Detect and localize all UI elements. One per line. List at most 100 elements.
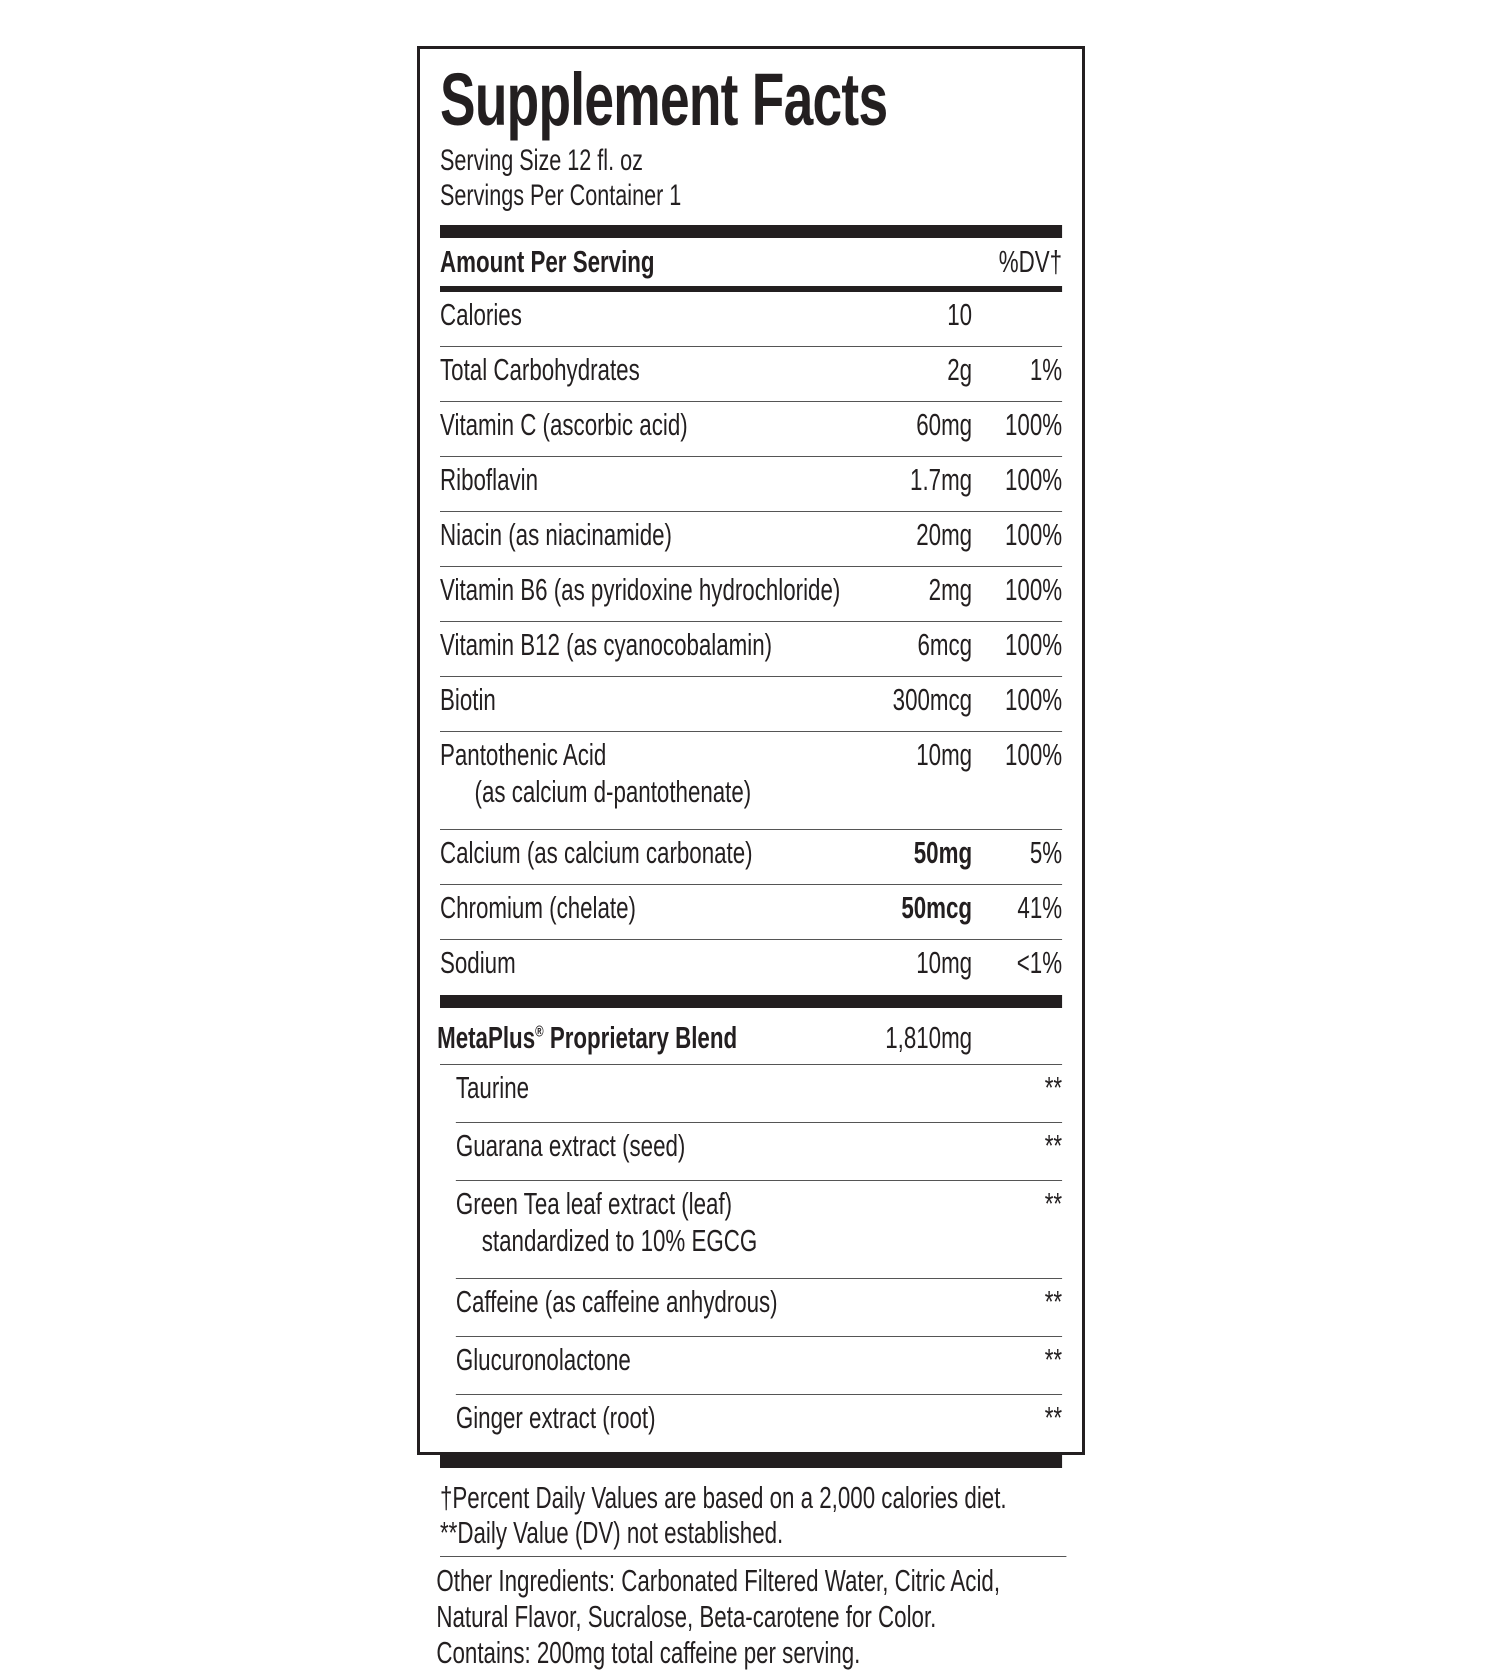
other-ingredients-line: Natural Flavor, Sucralose, Beta-carotene… <box>436 1599 937 1634</box>
nutrient-label: Sodium <box>440 945 516 980</box>
nutrient-sublabel: (as calcium d-pantothenate) <box>474 774 752 809</box>
blend-item-dv: ** <box>1044 1186 1063 1221</box>
blend-item-name: Ginger extract (root) <box>456 1399 972 1436</box>
nutrient-row: Total Carbohydrates 2g 1% <box>440 347 1063 402</box>
nutrient-row: Sodium 10mg <1% <box>440 940 1062 995</box>
nutrient-label: Vitamin C (ascorbic acid) <box>440 407 688 442</box>
nutrient-name: Riboflavin <box>440 461 857 498</box>
nutrient-row: Pantothenic Acid (as calcium d-pantothena… <box>440 732 1063 830</box>
nutrient-row: Vitamin C (ascorbic acid) 60mg 100% <box>440 402 1063 457</box>
nutrient-amount: 1.7mg <box>910 462 973 497</box>
nutrient-dv: 5% <box>1029 835 1063 870</box>
nutrient-dv: 41% <box>1017 890 1063 925</box>
nutrient-dv: 100% <box>1004 737 1063 772</box>
serving-size: Serving Size 12 fl. oz <box>440 144 643 177</box>
nutrient-name: Pantothenic Acid (as calcium d-pantothena… <box>440 736 857 810</box>
nutrient-amount: 2mg <box>928 572 973 607</box>
nutrient-label: Niacin (as niacinamide) <box>440 517 672 552</box>
nutrient-name: Sodium <box>440 944 857 981</box>
footnotes: †Percent Daily Values are based on a 2,0… <box>440 1468 1067 1557</box>
divider-thick <box>440 225 1063 238</box>
nutrient-name: Total Carbohydrates <box>440 351 857 388</box>
nutrient-label: Pantothenic Acid <box>440 737 607 772</box>
blend-item-label: Caffeine (as caffeine anhydrous) <box>455 1284 778 1319</box>
dv-label: %DV† <box>998 244 1063 279</box>
nutrient-dv: 100% <box>1004 627 1063 662</box>
nutrient-amount: 60mg <box>916 407 973 442</box>
blend-item-row: Caffeine (as caffeine anhydrous) ** <box>455 1279 1063 1337</box>
nutrient-dv: 1% <box>1029 352 1063 387</box>
nutrient-dv: 100% <box>1004 572 1063 607</box>
nutrient-row: Vitamin B12 (as cyanocobalamin) 6mcg 100% <box>440 622 1063 677</box>
divider-thick <box>440 995 1063 1008</box>
nutrient-row: Biotin 300mcg 100% <box>440 677 1063 732</box>
other-ingredients: Other Ingredients: Carbonated Filtered W… <box>436 1557 1070 1671</box>
nutrient-row: Calories 10 <box>440 292 1063 347</box>
nutrient-amount: 50mcg <box>901 890 973 925</box>
nutrient-amount: 6mcg <box>917 627 973 662</box>
blend-amount: 1,810mg <box>885 1020 973 1055</box>
nutrient-name: Niacin (as niacinamide) <box>440 516 857 553</box>
nutrient-label: Calories <box>440 297 522 332</box>
nutrient-amount: 10mg <box>916 737 973 772</box>
nutrient-label: Calcium (as calcium carbonate) <box>440 835 753 870</box>
blend-item-label: Glucuronolactone <box>455 1342 631 1377</box>
nutrient-label: Riboflavin <box>440 462 539 497</box>
blend-item-name: Guarana extract (seed) <box>456 1127 972 1164</box>
servings-per-container: Servings Per Container 1 <box>440 179 682 212</box>
nutrient-list: Calories 10 Total Carbohydrates 2g 1% Vitamin… <box>440 292 1063 995</box>
blend-item-dv: ** <box>1044 1128 1063 1163</box>
nutrient-row: Chromium (chelate) 50mcg 41% <box>440 885 1063 940</box>
nutrient-name: Vitamin C (ascorbic acid) <box>440 406 857 443</box>
blend-item-row: Green Tea leaf extract (leaf) standardize… <box>455 1181 1063 1279</box>
nutrient-amount: 300mcg <box>892 682 973 717</box>
nutrient-amount: 50mg <box>913 835 973 870</box>
nutrient-dv: 100% <box>1004 407 1063 442</box>
blend-item-dv: ** <box>1044 1400 1063 1435</box>
nutrient-name: Calcium (as calcium carbonate) <box>440 834 857 871</box>
amount-per-serving-label: Amount Per Serving <box>440 244 655 279</box>
blend-item-label: Ginger extract (root) <box>455 1400 656 1435</box>
nutrient-name: Biotin <box>440 681 857 718</box>
divider-thick <box>440 1455 1063 1468</box>
nutrient-label: Vitamin B12 (as cyanocobalamin) <box>440 627 773 662</box>
caffeine-statement: Contains: 200mg total caffeine per servi… <box>436 1635 861 1670</box>
nutrient-amount: 10mg <box>916 945 973 980</box>
footnote: †Percent Daily Values are based on a 2,0… <box>440 1480 1007 1515</box>
blend-item-row: Guarana extract (seed) ** <box>455 1123 1063 1181</box>
nutrient-amount: 10 <box>947 297 973 332</box>
divider-medium <box>440 286 1063 292</box>
nutrient-dv: <1% <box>1016 945 1063 980</box>
blend-item-name: Glucuronolactone <box>456 1341 972 1378</box>
proprietary-blend-row: MetaPlus® Proprietary Blend 1,810mg <box>437 1012 1063 1065</box>
other-ingredients-line: Other Ingredients: Carbonated Filtered W… <box>436 1563 1001 1598</box>
panel-title: Supplement Facts <box>440 58 888 141</box>
blend-item-row: Glucuronolactone ** <box>455 1337 1063 1395</box>
blend-item-name: Taurine <box>456 1069 972 1106</box>
nutrient-row: Vitamin B6 (as pyridoxine hydrochloride)… <box>440 567 1063 622</box>
nutrient-amount: 2g <box>947 352 973 387</box>
nutrient-dv: 100% <box>1004 517 1063 552</box>
blend-item-row: Taurine ** <box>455 1065 1063 1123</box>
blend-item-sublabel: standardized to 10% EGCG <box>481 1223 758 1258</box>
nutrient-name: Calories <box>440 296 857 333</box>
supplement-facts-panel: Supplement Facts Serving Size 12 fl. oz … <box>417 46 1085 1670</box>
nutrient-row: Calcium (as calcium carbonate) 50mg 5% <box>440 830 1063 885</box>
blend-item-dv: ** <box>1044 1284 1063 1319</box>
nutrient-dv: 100% <box>1004 462 1063 497</box>
blend-name: MetaPlus® Proprietary Blend <box>437 1020 738 1055</box>
blend-item-list: Taurine ** Guarana extract (seed) ** Green T… <box>440 1065 1063 1453</box>
amount-header: Amount Per Serving %DV† <box>440 238 1062 286</box>
nutrient-label: Biotin <box>440 682 496 717</box>
nutrient-row: Riboflavin 1.7mg 100% <box>440 457 1063 512</box>
blend-item-label: Guarana extract (seed) <box>455 1128 686 1163</box>
blend-item-label: Green Tea leaf extract (leaf) <box>455 1186 733 1221</box>
blend-item-dv: ** <box>1044 1342 1063 1377</box>
nutrient-label: Chromium (chelate) <box>440 890 636 925</box>
nutrient-row: Niacin (as niacinamide) 20mg 100% <box>440 512 1063 567</box>
blend-item-name: Green Tea leaf extract (leaf) standardize… <box>456 1185 972 1259</box>
nutrient-label: Vitamin B6 (as pyridoxine hydrochloride) <box>440 572 841 607</box>
nutrient-amount: 20mg <box>916 517 973 552</box>
nutrient-dv: 100% <box>1004 682 1063 717</box>
blend-item-row: Ginger extract (root) ** <box>456 1395 1062 1453</box>
